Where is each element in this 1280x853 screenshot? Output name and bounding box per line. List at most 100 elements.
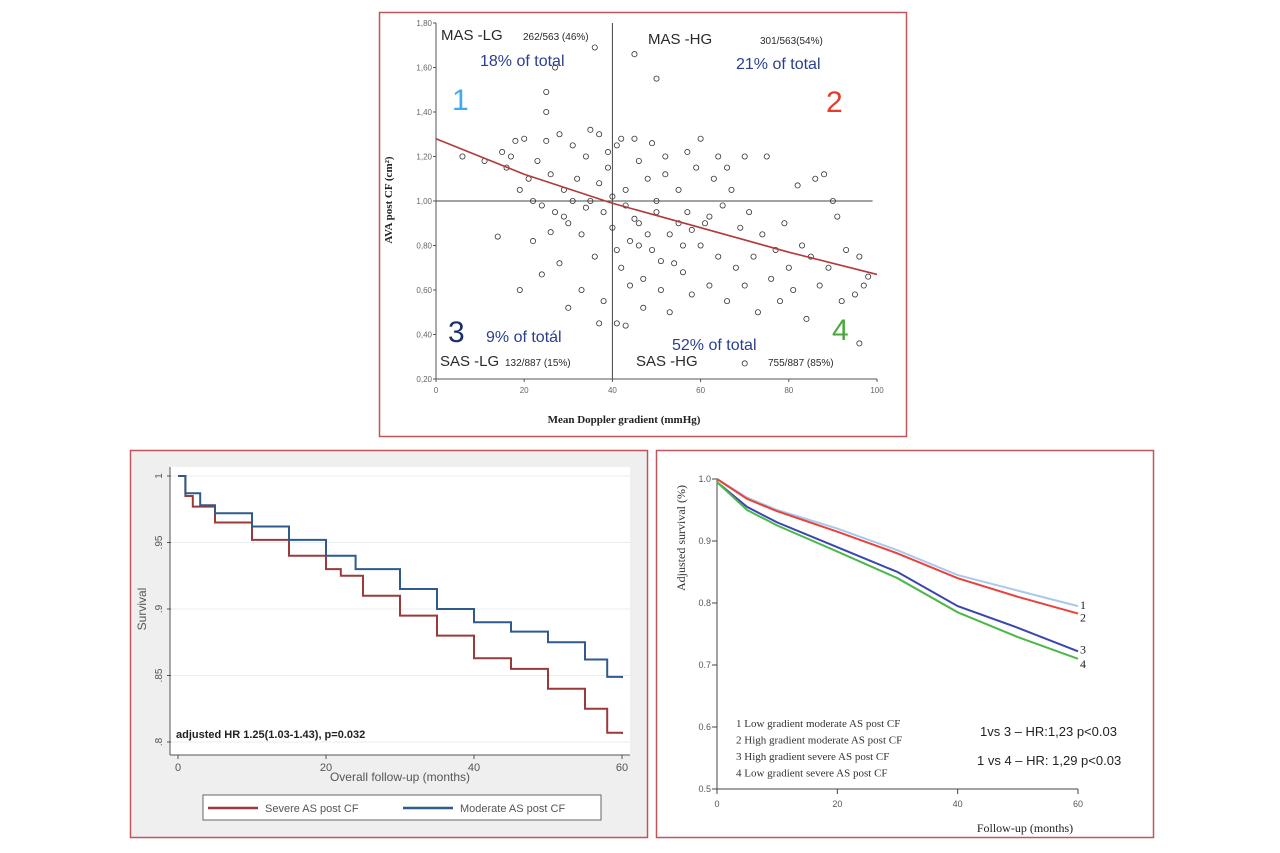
scatter-point [644,231,651,238]
scatter-point [591,44,598,51]
scatter-point [635,220,642,227]
quadrant-share: 52% of total [672,337,757,354]
scatter-point [578,286,585,293]
scatter-point [671,260,678,267]
x-tick-label: 20 [320,762,332,774]
scatter-point [697,242,704,249]
survival-curve-1 [716,478,1079,608]
scatter-point [582,204,589,211]
scatter-point [538,202,545,209]
scatter-point [649,140,656,147]
km-adjusted-panel [655,449,1155,839]
scatter-point [662,153,669,160]
y-tick-label: 0.6 [698,722,711,732]
quadrant-label: MAS -LG [441,27,503,44]
scatter-point [635,157,642,164]
scatter-point [763,153,770,160]
quadrant-label: MAS -HG [648,31,712,48]
quadrant-count: 301/563(54%) [760,36,823,47]
scatter-point [530,197,537,204]
scatter-point [838,298,845,305]
scatter-point [552,209,559,216]
x-tick-label: 60 [696,386,705,395]
scatter-point [582,153,589,160]
scatter-point [604,149,611,156]
scatter-point [750,253,757,260]
scatter-point [507,153,514,160]
x-tick-label: 0 [175,762,181,774]
y-tick-label: 1,00 [416,197,432,206]
hr-annotation-1vs3: 1vs 3 – HR:1,23 p<0.03 [980,724,1117,739]
scatter-point [821,171,828,178]
y-tick-label: 0,80 [416,242,432,251]
scatter-point [631,51,638,58]
scatter-point [754,309,761,316]
scatter-point [843,246,850,253]
scatter-point [538,271,545,278]
legend-entry: 3 High gradient severe AS post CF [736,751,889,763]
y-tick-label: 0.7 [698,660,711,670]
x-tick-label: 40 [953,799,963,809]
scatter-point [697,135,704,142]
scatter-point [649,246,656,253]
quadrant-count: 132/887 (15%) [505,358,571,369]
scatter-point [688,226,695,233]
scatter-point [565,304,572,311]
quadrant-number: 1 [452,84,469,117]
survival-curve-moderate [178,475,623,679]
scatter-point [613,246,620,253]
x-axis-label: Follow-up (months) [977,821,1073,835]
y-axis-label: Survival [135,588,149,631]
scatter-point [746,209,753,216]
scatter-point [534,157,541,164]
scatter-point [710,175,717,182]
scatter-point [856,253,863,260]
quadrant-share: 18% of total [480,53,565,70]
scatter-point [609,224,616,231]
scatter-point [816,282,823,289]
scatter-point [596,180,603,187]
scatter-point [516,186,523,193]
scatter-point [794,182,801,189]
y-tick-label: 1.0 [698,474,711,484]
scatter-point [578,231,585,238]
scatter-point [856,340,863,347]
y-tick-label: 1,20 [416,153,432,162]
scatter-point [679,269,686,276]
scatter-point [556,131,563,138]
y-tick-label: .95 [154,535,165,549]
scatter-point [812,175,819,182]
scatter-point [803,315,810,322]
y-axis-label: AVA post CF (cm²) [383,156,395,243]
scatter-point [631,135,638,142]
scatter-point [569,142,576,149]
x-tick-label: 20 [832,799,842,809]
scatter-point [860,282,867,289]
scatter-point [865,273,872,280]
y-tick-label: .9 [154,604,165,613]
scatter-point [851,291,858,298]
scatter-point [530,238,537,245]
scatter-point [759,231,766,238]
scatter-point [657,258,664,265]
scatter-point [706,213,713,220]
y-tick-label: .8 [154,737,165,746]
legend-entry: 1 Low gradient moderate AS post CF [736,718,900,730]
scatter-point [702,220,709,227]
scatter-point [622,186,629,193]
survival-curve-3 [716,481,1079,653]
scatter-point [596,131,603,138]
scatter-point [785,264,792,271]
scatter-point [675,186,682,193]
scatter-point [741,360,748,367]
quadrant-count: 755/887 (85%) [768,358,834,369]
curve-end-label: 1 [1080,598,1086,612]
quadrant-share: 9% of totál [486,329,562,346]
scatter-point [653,197,660,204]
fit-line [435,137,878,276]
scatter-point [693,164,700,171]
scatter-point [825,264,832,271]
scatter-point [728,186,735,193]
x-tick-label: 0 [434,386,439,395]
